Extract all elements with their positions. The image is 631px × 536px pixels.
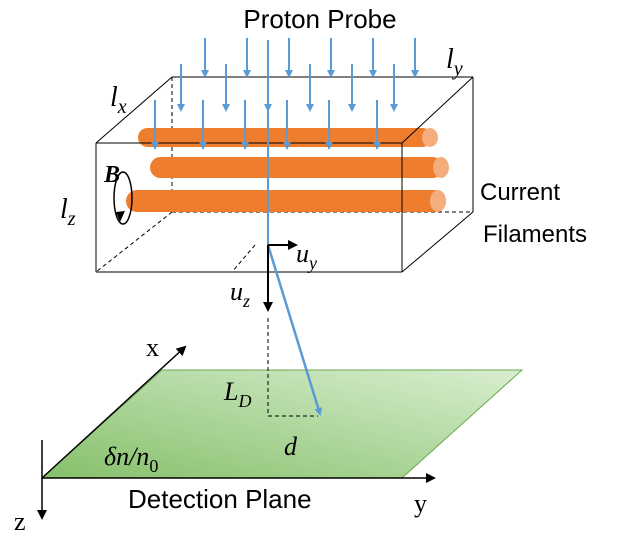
proton-probe-label: Proton Probe [243, 4, 396, 34]
density-label: δn/n0 [104, 442, 158, 476]
axis-z-label: z [14, 507, 26, 536]
displacement-guides [267, 318, 318, 417]
current-filaments [126, 128, 449, 212]
filament-1 [138, 128, 438, 147]
detection-plane-label: Detection Plane [128, 484, 312, 514]
box-visible-edges [95, 76, 474, 273]
uy-label: uy [296, 239, 317, 273]
current-filaments-label-line2: Filaments [483, 221, 587, 248]
lx-label: lx [110, 82, 127, 118]
current-filaments-label-line1: Current [480, 179, 560, 206]
filament-3 [126, 190, 446, 212]
ld-label: LD [223, 377, 251, 411]
proton-probe-arrows [151, 38, 419, 150]
ly-label: ly [446, 44, 463, 80]
filament-2 [150, 157, 449, 178]
d-label: d [284, 432, 298, 461]
b-field-loop [113, 171, 133, 225]
axis-x-label: x [146, 333, 159, 362]
axes [37, 345, 436, 520]
uz-label: uz [230, 277, 250, 311]
lz-label: lz [60, 194, 76, 230]
axis-y-label: y [414, 489, 427, 518]
b-label: B [103, 162, 120, 188]
probe-ray-deflected [266, 244, 323, 416]
